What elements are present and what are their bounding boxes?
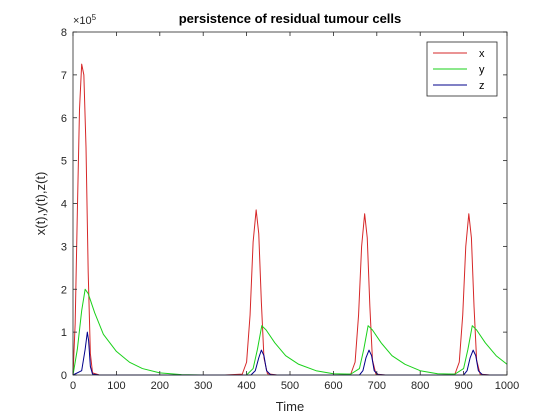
y-tick-label: 4	[61, 199, 67, 211]
chart-title: persistence of residual tumour cells	[179, 11, 402, 26]
x-tick-label: 300	[194, 380, 212, 392]
y-axis-exponent-power: 5	[92, 13, 97, 22]
x-tick-label: 700	[368, 380, 386, 392]
x-tick-label: 900	[454, 380, 472, 392]
x-tick-label: 400	[237, 380, 255, 392]
legend-label-z: z	[479, 80, 485, 92]
y-tick-label: 6	[61, 113, 67, 125]
x-tick-label: 200	[151, 380, 169, 392]
legend: xyz	[426, 41, 498, 97]
y-tick-label: 3	[61, 241, 67, 253]
x-tick-label: 0	[70, 380, 76, 392]
series-line-y	[72, 288, 508, 376]
x-tick-label: 800	[411, 380, 429, 392]
x-tick-label: 100	[107, 380, 125, 392]
axes-layer: 0 100 200 300 400 500 600 700 800 900 1000 0 1 2 3 4 5 6 7…	[61, 27, 519, 392]
y-axis-exponent-base: ×10	[73, 15, 92, 27]
x-tick-label: 500	[281, 380, 299, 392]
y-axis-exponent: ×105	[73, 13, 97, 28]
y-tick-label: 5	[61, 156, 67, 168]
legend-label-x: x	[479, 48, 485, 60]
y-tick-label: 7	[61, 70, 67, 82]
y-tick-label: 8	[61, 27, 67, 39]
x-tick-label: 600	[324, 380, 342, 392]
legend-label-y: y	[479, 64, 485, 76]
x-tick-label: 1000	[495, 380, 519, 392]
y-axis-title: x(t),y(t),z(t)	[33, 172, 48, 236]
x-axis-title: Time	[276, 399, 304, 414]
y-tick-label: 1	[61, 327, 67, 339]
y-tick-label: 0	[61, 370, 67, 382]
y-tick-label: 2	[61, 284, 67, 296]
